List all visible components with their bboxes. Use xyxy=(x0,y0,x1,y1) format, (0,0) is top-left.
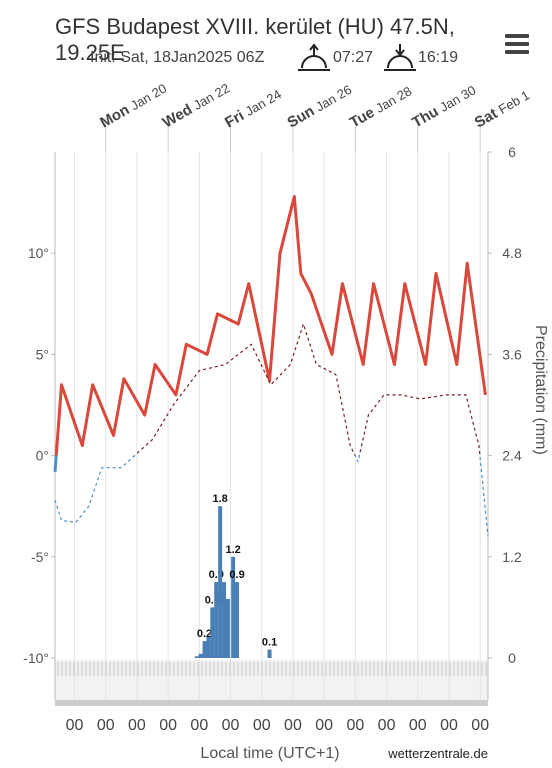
x-tick-label: 00 xyxy=(128,717,146,734)
x-tick-label: 00 xyxy=(253,717,271,734)
wind-band-base xyxy=(55,700,488,706)
precip-bar xyxy=(267,649,272,658)
x-tick-label: 00 xyxy=(440,717,458,734)
precip-bar xyxy=(231,556,236,658)
x-axis-label: Local time (UTC+1) xyxy=(200,745,339,762)
x-tick-label: 00 xyxy=(284,717,302,734)
chart-title: GFS Budapest XVIII. kerület (HU) 47.5N, … xyxy=(55,14,455,65)
x-tick-label: 00 xyxy=(409,717,427,734)
day-label: SatFeb 1 xyxy=(472,86,533,131)
day-date: Jan 28 xyxy=(373,83,414,116)
y2-tick-label: 1.2 xyxy=(502,549,522,565)
x-tick-label: 00 xyxy=(471,717,489,734)
day-weekday: Wed xyxy=(160,101,196,131)
x-tick-label: 00 xyxy=(346,717,364,734)
precip-bar xyxy=(206,636,211,658)
sunrise-icon xyxy=(298,43,330,71)
x-tick-label: 00 xyxy=(159,717,177,734)
credit: wetterzentrale.de xyxy=(387,746,488,761)
day-date: Feb 1 xyxy=(496,87,532,117)
menu-icon[interactable] xyxy=(505,34,529,54)
day-label: SunJan 26 xyxy=(284,81,354,131)
sunset-icon xyxy=(384,44,416,71)
precip-bar xyxy=(198,653,203,658)
sunset-time: 16:19 xyxy=(418,49,458,66)
day-label: MonJan 20 xyxy=(97,80,169,132)
day-weekday: Tue xyxy=(347,104,378,132)
y2-tick-label: 6 xyxy=(508,144,516,160)
x-tick-label: 00 xyxy=(190,717,208,734)
y2-tick-label: 3.6 xyxy=(502,346,522,362)
y-tick-label: 0° xyxy=(36,448,49,464)
day-weekday: Sat xyxy=(472,105,501,131)
precip-label: 0.9 xyxy=(229,569,244,581)
day-weekday: Fri xyxy=(222,107,247,131)
precip-label: 1.2 xyxy=(225,544,240,556)
day-date: Jan 26 xyxy=(313,82,354,115)
precip-bar xyxy=(218,506,223,658)
day-weekday: Mon xyxy=(97,101,132,131)
subtitle: Init: Sat, 18Jan2025 06Z xyxy=(90,49,265,66)
y2-axis-label: Precipitation (mm) xyxy=(532,325,549,455)
series-line xyxy=(54,323,489,537)
day-label: WedJan 22 xyxy=(160,80,233,132)
wind-band xyxy=(55,660,488,700)
day-label: ThuJan 30 xyxy=(409,81,479,131)
x-tick-label: 00 xyxy=(97,717,115,734)
x-tick-label: 00 xyxy=(315,717,333,734)
y-tick-label: -10° xyxy=(23,650,49,666)
x-tick-label: 00 xyxy=(222,717,240,734)
y-tick-label: -5° xyxy=(31,549,49,565)
y2-tick-label: 2.4 xyxy=(502,448,522,464)
precip-bar xyxy=(202,641,207,658)
precip-bar xyxy=(210,607,215,658)
x-tick-label: 00 xyxy=(66,717,84,734)
y2-tick-label: 4.8 xyxy=(502,245,522,261)
precip-label: 1.8 xyxy=(212,493,227,505)
day-date: Jan 30 xyxy=(437,82,478,115)
day-weekday: Thu xyxy=(409,103,441,131)
x-tick-label: 00 xyxy=(378,717,396,734)
day-label: TueJan 28 xyxy=(347,82,415,131)
precip-bar xyxy=(235,582,240,658)
plot-frame xyxy=(54,152,489,700)
precip-bar xyxy=(225,598,230,658)
precip-bar xyxy=(222,582,227,658)
y-tick-label: 5° xyxy=(36,346,49,362)
y-tick-label: 10° xyxy=(28,245,49,261)
precip-bar xyxy=(214,582,219,658)
day-weekday: Sun xyxy=(284,103,317,132)
y2-tick-label: 0 xyxy=(508,650,516,666)
precip-label: 0.1 xyxy=(262,637,277,649)
day-date: Jan 20 xyxy=(128,81,169,114)
day-date: Jan 24 xyxy=(243,86,284,119)
sunrise-time: 07:27 xyxy=(333,49,373,66)
precip-bar xyxy=(194,656,199,658)
series-line xyxy=(53,195,487,472)
day-date: Jan 22 xyxy=(191,80,232,113)
